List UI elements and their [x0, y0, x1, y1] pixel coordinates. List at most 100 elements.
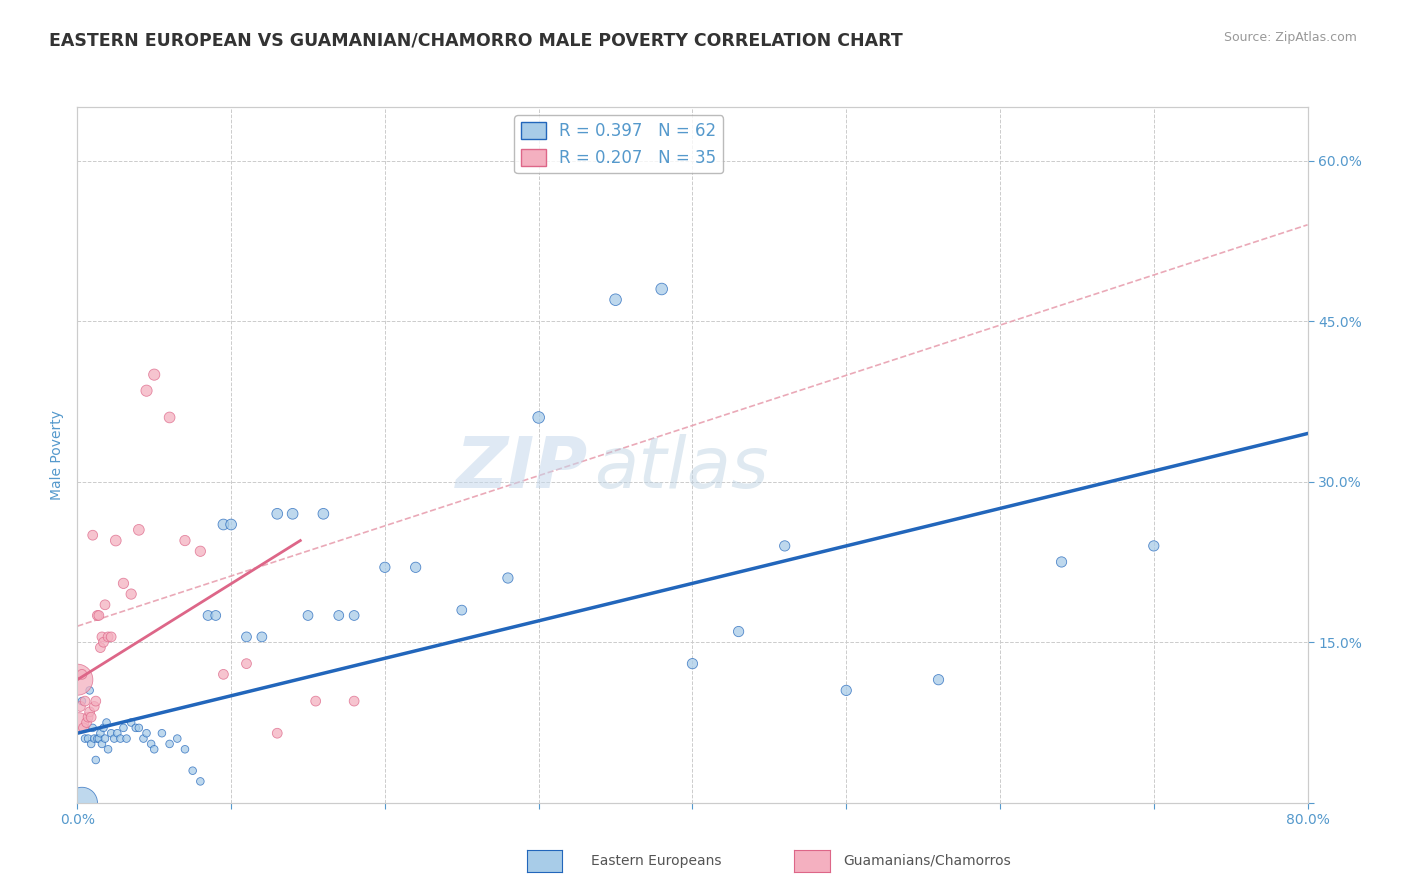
Point — [343, 694, 366, 708]
Point — [110, 731, 132, 746]
Point — [100, 630, 122, 644]
Point — [651, 282, 673, 296]
Point — [72, 721, 94, 735]
Point — [86, 608, 108, 623]
Point — [77, 731, 100, 746]
Point — [128, 721, 150, 735]
Point — [174, 742, 197, 756]
Point — [159, 737, 181, 751]
Point — [527, 410, 550, 425]
Point — [103, 731, 125, 746]
Point — [90, 630, 114, 644]
Point — [76, 715, 98, 730]
Point — [97, 742, 120, 756]
Point — [159, 410, 181, 425]
Point — [181, 764, 204, 778]
Point — [605, 293, 627, 307]
Point — [141, 737, 163, 751]
Point — [70, 667, 93, 681]
Point — [90, 737, 114, 751]
Point — [266, 726, 288, 740]
Point — [97, 630, 120, 644]
Point — [835, 683, 858, 698]
Point — [83, 699, 105, 714]
Point — [235, 630, 257, 644]
Point — [374, 560, 396, 574]
Text: Source: ZipAtlas.com: Source: ZipAtlas.com — [1223, 31, 1357, 45]
Point — [143, 742, 166, 756]
Point — [104, 533, 127, 548]
Point — [112, 721, 135, 735]
Point — [73, 731, 96, 746]
Point — [128, 523, 150, 537]
Point — [67, 715, 90, 730]
Point — [82, 528, 104, 542]
Point — [188, 774, 212, 789]
Point — [166, 731, 188, 746]
Point — [212, 517, 235, 532]
Point — [150, 726, 173, 740]
Point — [82, 721, 104, 735]
Point — [96, 715, 118, 730]
Point — [79, 683, 101, 698]
Point — [174, 533, 197, 548]
Point — [86, 731, 108, 746]
Point — [77, 710, 100, 724]
Point — [69, 699, 91, 714]
Point — [125, 721, 148, 735]
Point — [212, 667, 235, 681]
Point — [89, 640, 111, 655]
Point — [450, 603, 472, 617]
Point — [87, 731, 110, 746]
Point — [305, 694, 328, 708]
Point — [87, 608, 110, 623]
Point — [250, 630, 273, 644]
Point — [66, 673, 89, 687]
Point — [143, 368, 166, 382]
Point — [1143, 539, 1166, 553]
Point — [115, 731, 138, 746]
Point — [773, 539, 796, 553]
Text: atlas: atlas — [595, 434, 769, 503]
Point — [94, 598, 117, 612]
Y-axis label: Male Poverty: Male Poverty — [51, 410, 65, 500]
Point — [120, 587, 142, 601]
Point — [79, 705, 101, 719]
Legend: R = 0.397   N = 62, R = 0.207   N = 35: R = 0.397 N = 62, R = 0.207 N = 35 — [515, 115, 723, 173]
Point — [682, 657, 704, 671]
Point — [132, 731, 155, 746]
Point — [266, 507, 288, 521]
Point — [496, 571, 519, 585]
Point — [928, 673, 950, 687]
Point — [80, 710, 103, 724]
Text: Eastern Europeans: Eastern Europeans — [591, 854, 721, 868]
Point — [343, 608, 366, 623]
Point — [100, 726, 122, 740]
Point — [1050, 555, 1073, 569]
Text: Guamanians/Chamorros: Guamanians/Chamorros — [844, 854, 1011, 868]
Point — [297, 608, 319, 623]
Point — [312, 507, 335, 521]
Point — [112, 576, 135, 591]
Text: ZIP: ZIP — [456, 434, 588, 503]
Point — [70, 796, 93, 810]
Point — [204, 608, 226, 623]
Point — [70, 694, 93, 708]
Point — [235, 657, 257, 671]
Point — [188, 544, 212, 558]
Point — [135, 726, 157, 740]
Point — [84, 753, 107, 767]
Point — [727, 624, 749, 639]
Point — [94, 731, 117, 746]
Text: EASTERN EUROPEAN VS GUAMANIAN/CHAMORRO MALE POVERTY CORRELATION CHART: EASTERN EUROPEAN VS GUAMANIAN/CHAMORRO M… — [49, 31, 903, 49]
Point — [89, 726, 111, 740]
Point — [328, 608, 350, 623]
Point — [405, 560, 427, 574]
Point — [83, 731, 105, 746]
Point — [93, 635, 115, 649]
Point — [281, 507, 304, 521]
Point — [80, 737, 103, 751]
Point — [84, 694, 107, 708]
Point — [219, 517, 242, 532]
Point — [73, 694, 96, 708]
